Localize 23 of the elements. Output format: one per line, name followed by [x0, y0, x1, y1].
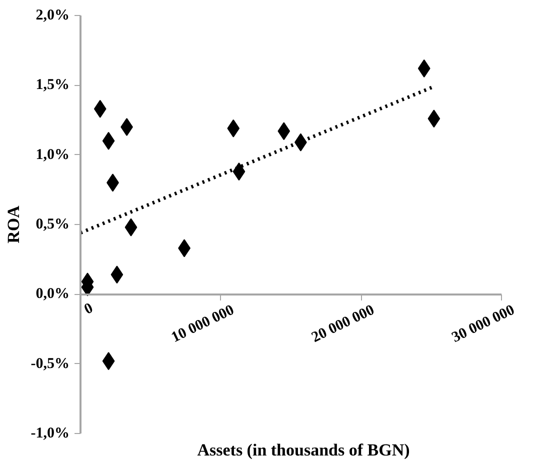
y-tick-label: 0,0%: [36, 286, 70, 302]
x-tick-label: 30 000 000: [449, 302, 518, 346]
y-axis-title: ROA: [4, 204, 23, 244]
point: [278, 122, 290, 140]
x-axis-title: Assets (in thousands of BGN): [197, 440, 410, 460]
point: [124, 218, 138, 236]
point: [110, 266, 124, 284]
y-tick-label: 1,5%: [36, 77, 70, 94]
point: [418, 59, 430, 78]
point: [227, 119, 240, 138]
x-tick-label: 10 000 000: [168, 302, 237, 346]
y-tick-label: -0,5%: [30, 356, 70, 372]
point: [428, 110, 440, 128]
y-tick-label: -1,0%: [30, 426, 70, 442]
point: [232, 162, 246, 181]
y-tick-label: 2,0%: [36, 8, 70, 24]
point: [94, 100, 106, 118]
point: [102, 352, 115, 370]
point: [102, 132, 115, 150]
x-tick-label: 20 000 000: [309, 302, 377, 346]
y-tick-label: 1,0%: [36, 146, 70, 163]
y-tick-label: 0,5%: [36, 216, 70, 232]
x-tick-label: 0: [82, 300, 96, 318]
